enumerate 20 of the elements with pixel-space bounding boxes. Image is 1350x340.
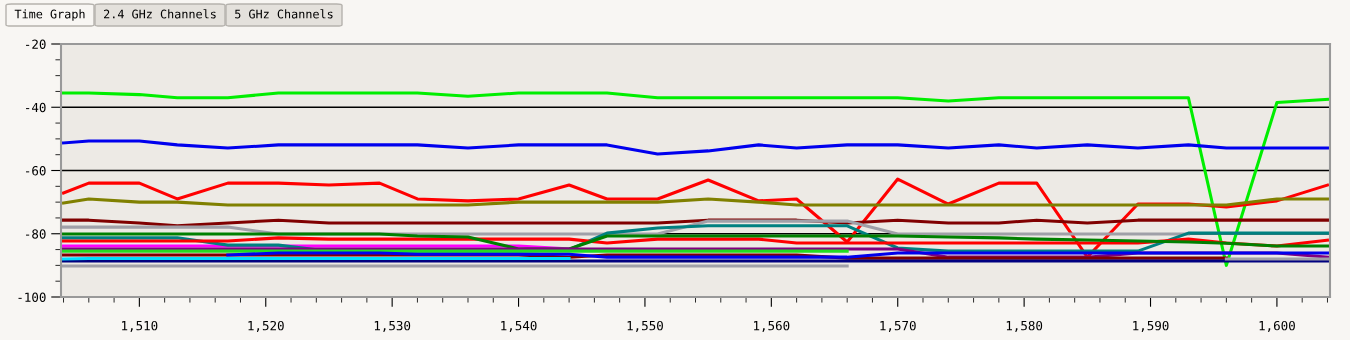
x-tick-label: 1,570 (880, 320, 916, 332)
text: 2.4 GHz Channels (104, 9, 216, 19)
x-tick-label: 1,580 (1006, 320, 1043, 332)
x-tick-label: 1,520 (248, 320, 284, 332)
x-tick-label: 1,510 (122, 320, 158, 332)
text: 5 GHz Channels (235, 9, 333, 19)
y-tick-label: -60 (26, 166, 46, 176)
x-tick-label: 1,600 (1259, 320, 1295, 332)
x-tick-label: 1,560 (754, 320, 790, 332)
line-series (62, 139, 1329, 156)
y-tick-label: -100 (18, 292, 46, 302)
text: Time Graph (14, 9, 85, 21)
x-tick-label: 1,590 (1133, 320, 1169, 332)
y-tick-label: -40 (26, 102, 46, 113)
line-series (62, 197, 1329, 207)
x-tick-label: 1,550 (627, 320, 663, 332)
y-tick-label: -20 (26, 39, 46, 49)
x-tick-label: 1,530 (374, 320, 411, 332)
x-tick-label: 1,540 (501, 320, 537, 332)
y-tick-label: -80 (26, 229, 46, 239)
